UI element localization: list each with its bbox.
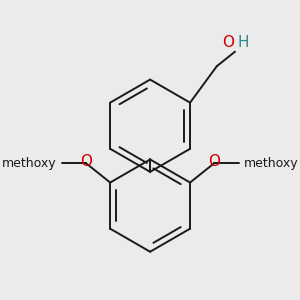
Text: O: O (222, 35, 234, 50)
Text: methoxy: methoxy (244, 157, 298, 169)
Text: H: H (237, 35, 249, 50)
Text: methoxy: methoxy (2, 157, 57, 169)
Text: O: O (80, 154, 92, 169)
Text: O: O (208, 154, 220, 169)
